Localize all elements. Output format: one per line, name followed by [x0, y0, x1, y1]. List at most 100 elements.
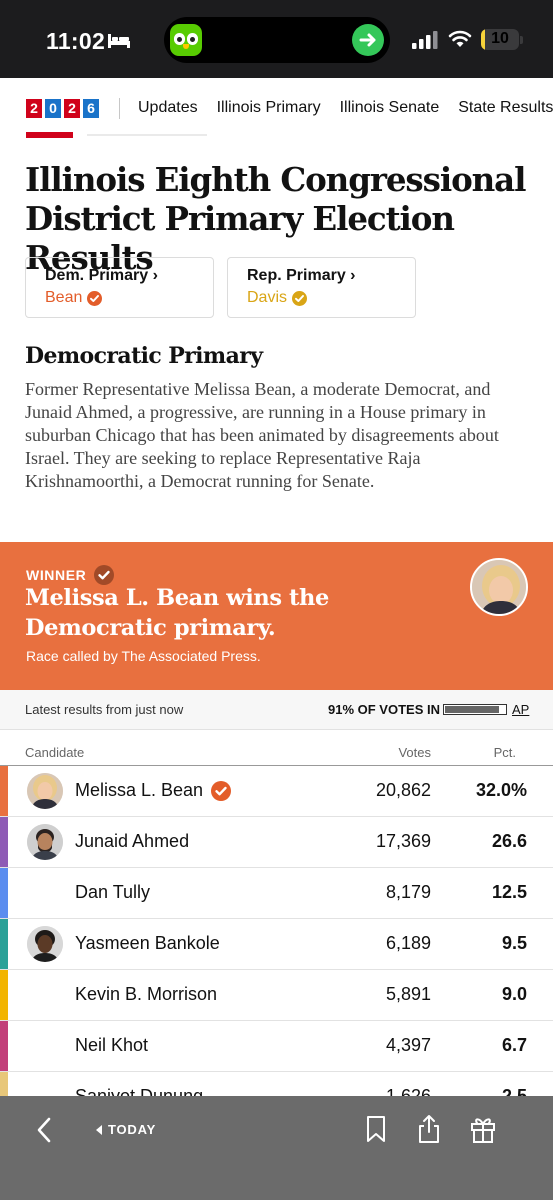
party-color-stripe: [0, 766, 8, 816]
logo-digit: 2: [64, 99, 80, 118]
site-nav: 2 0 2 6 Updates Illinois Primary Illinoi…: [0, 78, 553, 138]
card-winner-name: Bean: [45, 289, 83, 306]
candidate-votes: 6,189: [385, 933, 431, 953]
candidate-pct: 6.7: [501, 1035, 527, 1055]
candidate-name: Melissa L. Bean: [75, 780, 232, 801]
candidate-pct: 32.0%: [475, 780, 527, 800]
column-header-pct: Pct.: [493, 745, 516, 760]
candidate-name-text: Neil Khot: [75, 1035, 149, 1055]
page-title: Illinois Eighth Congressional District P…: [25, 160, 526, 277]
status-bar: 11:02 10: [0, 0, 553, 78]
party-color-stripe: [0, 817, 8, 867]
section-title: Democratic Primary: [25, 343, 263, 369]
votes-in-text: 91% OF VOTES IN: [328, 702, 440, 717]
election-2026-logo[interactable]: 2 0 2 6: [26, 99, 99, 118]
nav-link-illinois-primary[interactable]: Illinois Primary: [216, 99, 321, 116]
candidate-avatar: [27, 926, 63, 962]
navigation-arrow-icon: [352, 24, 384, 56]
table-header-divider: [0, 765, 553, 766]
candidate-name: Yasmeen Bankole: [75, 933, 220, 954]
battery-icon: 10: [481, 29, 519, 50]
party-color-stripe: [0, 919, 8, 969]
party-color-stripe: [0, 1021, 8, 1071]
results-table: Melissa L. Bean 20,862 32.0% Junaid Ahme…: [0, 766, 553, 1123]
candidate-avatar: [27, 773, 63, 809]
nav-link-state-results[interactable]: State Results: [458, 99, 553, 116]
scrolled-content-peek-line: [87, 134, 207, 136]
nav-link-updates[interactable]: Updates: [138, 99, 198, 116]
candidate-pct: 9.0: [501, 984, 527, 1004]
card-title: Rep. Primary ›: [247, 267, 356, 284]
candidate-votes: 5,891: [385, 984, 431, 1004]
card-winner: Bean: [45, 289, 213, 307]
primary-cards: Dem. Primary › Bean Rep. Primary › Davis: [25, 257, 416, 318]
rep-primary-card[interactable]: Rep. Primary › Davis: [227, 257, 416, 318]
candidate-votes: 4,397: [385, 1035, 431, 1055]
bookmark-icon[interactable]: [362, 1114, 390, 1144]
candidate-pct: 26.6: [491, 831, 527, 851]
winner-check-icon: [211, 780, 232, 801]
winner-subtext: Race called by The Associated Press.: [26, 648, 261, 664]
card-winner: Davis: [247, 289, 415, 307]
candidate-name-text: Junaid Ahmed: [75, 831, 190, 851]
status-time: 11:02: [46, 28, 106, 54]
table-row[interactable]: Yasmeen Bankole 6,189 9.5: [0, 919, 553, 970]
results-meta: Latest results from just now 91% OF VOTE…: [0, 690, 553, 730]
candidate-name-text: Yasmeen Bankole: [75, 933, 220, 953]
ap-source-link[interactable]: AP: [512, 702, 530, 717]
winner-headline: Melissa L. Bean wins the Democratic prim…: [25, 585, 329, 641]
card-winner-name: Davis: [247, 289, 288, 306]
winner-label-text: WINNER: [26, 567, 87, 583]
check-badge-icon: [292, 290, 308, 306]
candidate-avatar: [27, 824, 63, 860]
today-button[interactable]: TODAY: [96, 1122, 156, 1137]
candidate-votes: 8,179: [385, 882, 431, 902]
nav-links: Updates Illinois Primary Illinois Senate…: [138, 99, 553, 117]
votes-in-progress-bar: [443, 704, 507, 715]
column-header-candidate: Candidate: [25, 745, 85, 760]
candidate-votes: 20,862: [375, 780, 431, 800]
caret-left-icon: [96, 1124, 102, 1135]
party-color-stripe: [0, 868, 8, 918]
party-color-stripe: [0, 970, 8, 1020]
column-header-votes: Votes: [398, 745, 431, 760]
candidate-name-text: Kevin B. Morrison: [75, 984, 218, 1004]
candidate-pct: 12.5: [491, 882, 527, 902]
winner-avatar: [470, 558, 528, 616]
wifi-icon: [448, 30, 472, 47]
share-icon[interactable]: [415, 1114, 443, 1144]
duolingo-owl-icon: [170, 24, 202, 56]
candidate-votes: 17,369: [375, 831, 431, 851]
nav-divider: [119, 98, 120, 119]
scrolled-content-peek: [26, 132, 73, 138]
table-row[interactable]: Kevin B. Morrison 5,891 9.0: [0, 970, 553, 1021]
candidate-name: Neil Khot: [75, 1035, 148, 1056]
back-chevron-icon[interactable]: [34, 1116, 56, 1144]
check-badge-icon: [94, 565, 115, 585]
check-badge-icon: [87, 290, 103, 306]
battery-tip: [520, 36, 523, 44]
table-row[interactable]: Junaid Ahmed 17,369 26.6: [0, 817, 553, 868]
table-row[interactable]: Neil Khot 4,397 6.7: [0, 1021, 553, 1072]
dem-primary-card[interactable]: Dem. Primary › Bean: [25, 257, 214, 318]
gift-icon[interactable]: [469, 1114, 497, 1144]
today-label: TODAY: [108, 1122, 157, 1137]
bed-icon: [108, 34, 130, 48]
logo-digit: 2: [26, 99, 42, 118]
candidate-name: Dan Tully: [75, 882, 150, 903]
candidate-pct: 9.5: [501, 933, 527, 953]
nav-link-illinois-senate[interactable]: Illinois Senate: [339, 99, 440, 116]
candidate-name: Kevin B. Morrison: [75, 984, 217, 1005]
candidate-name-text: Melissa L. Bean: [75, 780, 204, 800]
bottom-toolbar: TODAY: [0, 1096, 553, 1200]
dynamic-island[interactable]: [164, 17, 390, 63]
latest-results-text: Latest results from just now: [25, 702, 184, 717]
card-title: Dem. Primary ›: [45, 267, 158, 284]
candidate-name-text: Dan Tully: [75, 882, 151, 902]
race-summary: Former Representative Melissa Bean, a mo…: [25, 379, 499, 491]
logo-digit: 0: [45, 99, 61, 118]
table-row[interactable]: Melissa L. Bean 20,862 32.0%: [0, 766, 553, 817]
winner-label: WINNER: [26, 565, 115, 585]
table-row[interactable]: Dan Tully 8,179 12.5: [0, 868, 553, 919]
winner-banner: WINNER Melissa L. Bean wins the Democrat…: [0, 542, 553, 690]
